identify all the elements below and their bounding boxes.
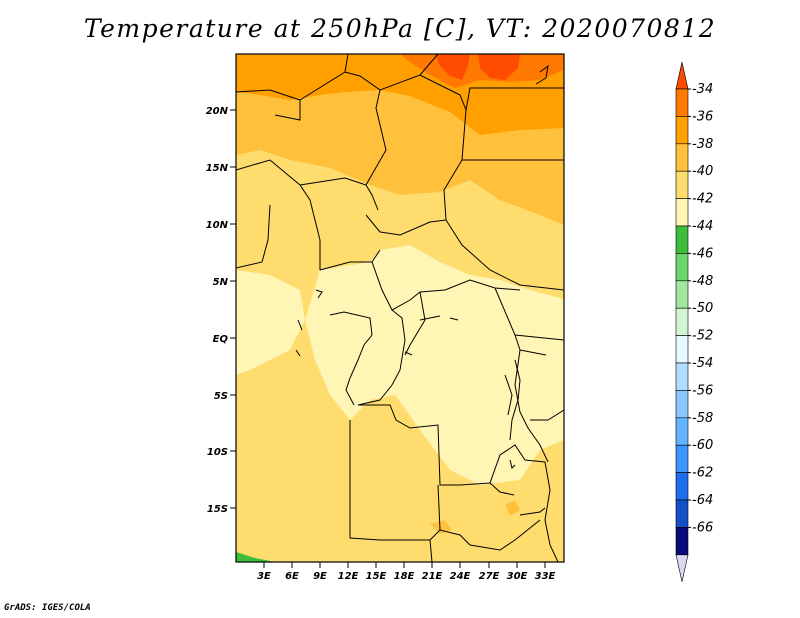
field-minus-34-spot-1: [435, 54, 470, 80]
colorbar-swatch: [675, 472, 689, 501]
map-title: Temperature at 250hPa [C], VT: 202007081…: [83, 14, 717, 43]
colorbar-label: -64: [692, 493, 713, 508]
field-minus-40-patch-1: [430, 520, 452, 534]
colorbar-label: -38: [692, 137, 713, 152]
colorbar-label: -36: [692, 109, 713, 124]
colorbar-swatch: [675, 390, 689, 419]
colorbar-swatch: [675, 335, 689, 364]
x-tick-label: 30E: [507, 571, 528, 582]
y-axis: [230, 109, 236, 509]
x-tick-label: 15E: [366, 571, 387, 582]
y-tick-label: 20N: [206, 106, 229, 117]
x-axis-labels: 3E 6E 9E 12E 15E 18E 21E 24E 27E 30E 33E: [257, 571, 555, 582]
colorbar-swatch: [675, 116, 689, 145]
x-tick-label: 9E: [313, 571, 327, 582]
x-tick-label: 33E: [535, 571, 556, 582]
y-tick-label: 5N: [213, 277, 229, 288]
colorbar-label: -60: [692, 438, 713, 453]
colorbar-swatch: [675, 417, 689, 446]
colorbar-swatch: [675, 88, 689, 117]
field-minus-34-spot-2: [478, 54, 520, 80]
colorbar-swatch: [675, 362, 689, 391]
colorbar-label: -48: [692, 274, 713, 289]
colorbar-swatch: [675, 527, 689, 556]
colorbar: -34 -36 -38 -40 -42 -44 -46 -48 -50 -52 -54 -56 -58 -…: [675, 61, 713, 582]
colorbar-swatch: [675, 307, 689, 336]
x-tick-label: 24E: [450, 571, 471, 582]
field-minus-40-patch-2: [505, 500, 520, 516]
colorbar-swatch: [675, 499, 689, 528]
x-tick-label: 6E: [285, 571, 299, 582]
x-tick-label: 21E: [422, 571, 443, 582]
colorbar-top-triangle: [675, 61, 689, 90]
x-tick-label: 27E: [479, 571, 500, 582]
colorbar-label: -52: [692, 329, 713, 344]
colorbar-swatch: [675, 444, 689, 473]
y-tick-label: EQ: [213, 334, 229, 345]
colorbar-label: -42: [692, 192, 713, 207]
field-minus-46-corner: [236, 552, 275, 562]
y-tick-label: 5S: [214, 391, 228, 402]
colorbar-bottom-triangle: [675, 554, 689, 582]
colorbar-label: -46: [692, 246, 713, 261]
y-axis-labels: 20N 15N 10N 5N EQ 5S 10S 15S: [206, 106, 229, 515]
colorbar-swatch: [675, 253, 689, 282]
grads-credit: GrADS: IGES/COLA: [4, 603, 91, 613]
colorbar-label: -40: [692, 164, 713, 179]
y-tick-label: 15N: [206, 163, 229, 174]
colorbar-label: -44: [692, 219, 713, 234]
colorbar-label: -34: [692, 82, 713, 97]
x-tick-label: 3E: [257, 571, 271, 582]
colorbar-label: -62: [692, 466, 713, 481]
colorbar-swatch: [675, 280, 689, 309]
colorbar-swatch: [675, 198, 689, 227]
y-tick-label: 15S: [207, 504, 228, 515]
colorbar-swatch: [675, 225, 689, 254]
y-tick-label: 10N: [206, 220, 229, 231]
colorbar-label: -66: [692, 520, 713, 535]
country-borders: [236, 54, 564, 562]
temperature-field: [236, 54, 564, 562]
x-tick-label: 12E: [338, 571, 359, 582]
field-minus-44-band: [305, 245, 564, 485]
colorbar-label: -50: [692, 301, 713, 316]
colorbar-label: -56: [692, 383, 713, 398]
x-axis: [263, 562, 546, 568]
y-tick-label: 10S: [207, 447, 228, 458]
field-minus-44-band-west: [236, 270, 305, 375]
colorbar-label: -54: [692, 356, 713, 371]
colorbar-swatch: [675, 143, 689, 172]
x-tick-label: 18E: [394, 571, 415, 582]
plot-frame: [235, 53, 565, 563]
colorbar-swatch: [675, 170, 689, 199]
colorbar-label: -58: [692, 411, 713, 426]
